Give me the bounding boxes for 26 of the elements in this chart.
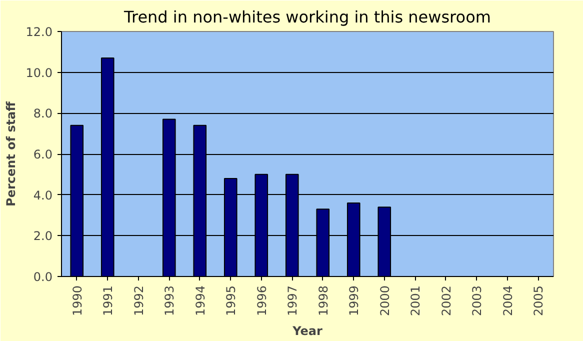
x-tick-label: 2000 (378, 285, 392, 316)
x-tick-label: 1998 (316, 285, 330, 316)
x-tick-label: 1997 (286, 285, 300, 316)
x-tick-label: 1999 (347, 285, 362, 316)
y-tick-label: 10.0 (26, 66, 52, 80)
y-tick-label: 4.0 (33, 188, 53, 202)
y-tick-label: 8.0 (33, 106, 53, 121)
x-tick-label: 1995 (224, 285, 238, 316)
x-tick-label: 1996 (254, 285, 269, 316)
x-axis-title: Year (292, 324, 322, 338)
y-tick-label: 2.0 (33, 229, 53, 244)
x-tick-label: 1990 (70, 285, 84, 316)
y-tick-label: 0.0 (33, 270, 53, 284)
y-axis-title: Percent of staff (4, 101, 18, 206)
x-tick-label: 2003 (470, 285, 484, 316)
x-tick-label: 2005 (532, 285, 546, 316)
x-tick-label: 1991 (101, 285, 116, 316)
x-tick-label: 2004 (500, 285, 515, 316)
x-tick-label: 2001 (408, 285, 423, 316)
y-tick-label: 12.0 (26, 25, 52, 39)
x-tick-label: 1993 (162, 285, 177, 316)
y-tick-label: 6.0 (33, 148, 53, 162)
x-tick-label: 1992 (132, 285, 146, 316)
chart-title: Trend in non-whites working in this newsroom (123, 8, 491, 26)
x-tick-label: 2002 (439, 285, 454, 316)
x-tick-label: 1994 (193, 285, 208, 316)
